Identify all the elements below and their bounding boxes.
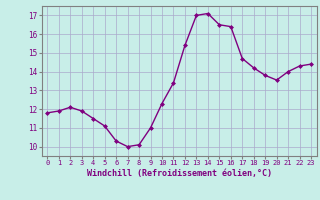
X-axis label: Windchill (Refroidissement éolien,°C): Windchill (Refroidissement éolien,°C): [87, 169, 272, 178]
